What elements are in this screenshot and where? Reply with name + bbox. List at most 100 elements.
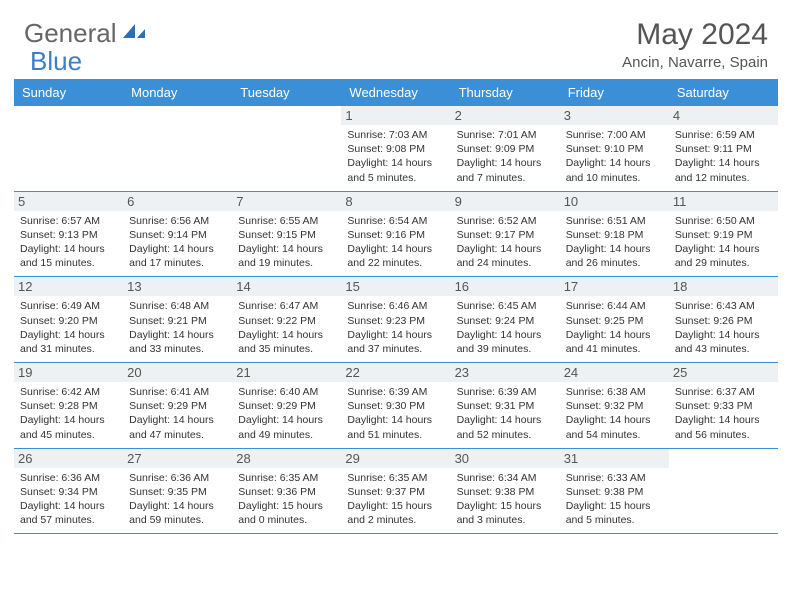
day-cell xyxy=(669,449,778,534)
day-number: 13 xyxy=(123,277,232,296)
day-cell: 18Sunrise: 6:43 AMSunset: 9:26 PMDayligh… xyxy=(669,277,778,362)
day-number: 6 xyxy=(123,192,232,211)
day-cell: 11 Sunrise: 6:50 AMSunset: 9:19 PMDayligh… xyxy=(669,192,778,277)
day-info: Sunrise: 6:34 AMSunset: 9:38 PMDaylight:… xyxy=(457,471,554,528)
day-cell: 13 Sunrise: 6:48 AMSunset: 9:21 PMDayligh… xyxy=(123,277,232,362)
day-number: 5 xyxy=(14,192,123,211)
day-number: 18 xyxy=(669,277,778,296)
day-number: 10 xyxy=(560,192,669,211)
day-info: Sunrise: 6:39 AMSunset: 9:31 PMDaylight:… xyxy=(457,385,554,442)
day-number: 31 xyxy=(560,449,669,468)
day-info: Sunrise: 6:57 AMSunset: 9:13 PMDaylight:… xyxy=(20,214,117,271)
week-row: 1 Sunrise: 7:03 AMSunset: 9:08 PMDaylight… xyxy=(14,106,778,192)
day-cell xyxy=(123,106,232,191)
day-cell: 7Sunrise: 6:55 AMSunset: 9:15 PMDaylight… xyxy=(232,192,341,277)
day-number: 19 xyxy=(14,363,123,382)
day-header: Friday xyxy=(560,79,669,106)
day-info: Sunrise: 6:41 AMSunset: 9:29 PMDaylight:… xyxy=(129,385,226,442)
location: Ancin, Navarre, Spain xyxy=(622,54,768,71)
header: General May 2024 Ancin, Navarre, Spain xyxy=(0,0,792,79)
week-row: 26Sunrise: 6:36 AMSunset: 9:34 PMDayligh… xyxy=(14,449,778,535)
day-info: Sunrise: 6:46 AMSunset: 9:23 PMDaylight:… xyxy=(347,299,444,356)
day-info: Sunrise: 6:33 AMSunset: 9:38 PMDaylight:… xyxy=(566,471,663,528)
day-number: 16 xyxy=(451,277,560,296)
day-info: Sunrise: 6:38 AMSunset: 9:32 PMDaylight:… xyxy=(566,385,663,442)
logo-text-1: General xyxy=(24,18,117,49)
day-cell: 9Sunrise: 6:52 AMSunset: 9:17 PMDaylight… xyxy=(451,192,560,277)
day-header: Monday xyxy=(123,79,232,106)
day-cell: 31 Sunrise: 6:33 AMSunset: 9:38 PMDayligh… xyxy=(560,449,669,534)
day-cell: 12Sunrise: 6:49 AMSunset: 9:20 PMDayligh… xyxy=(14,277,123,362)
day-header: Wednesday xyxy=(341,79,450,106)
day-cell: 29Sunrise: 6:35 AMSunset: 9:37 PMDayligh… xyxy=(341,449,450,534)
day-info: Sunrise: 6:39 AMSunset: 9:30 PMDaylight:… xyxy=(347,385,444,442)
day-number: 8 xyxy=(341,192,450,211)
day-number: 17 xyxy=(560,277,669,296)
day-number: 25 xyxy=(669,363,778,382)
calendar: SundayMondayTuesdayWednesdayThursdayFrid… xyxy=(0,79,792,534)
day-number: 12 xyxy=(14,277,123,296)
logo-sail-icon xyxy=(121,22,147,45)
day-info: Sunrise: 6:48 AMSunset: 9:21 PMDaylight:… xyxy=(129,299,226,356)
day-cell: 24 Sunrise: 6:38 AMSunset: 9:32 PMDayligh… xyxy=(560,363,669,448)
week-row: 12Sunrise: 6:49 AMSunset: 9:20 PMDayligh… xyxy=(14,277,778,363)
day-number: 28 xyxy=(232,449,341,468)
title-block: May 2024 Ancin, Navarre, Spain xyxy=(622,18,768,71)
day-info: Sunrise: 6:45 AMSunset: 9:24 PMDaylight:… xyxy=(457,299,554,356)
day-info: Sunrise: 6:50 AMSunset: 9:19 PMDaylight:… xyxy=(675,214,772,271)
day-cell: 1 Sunrise: 7:03 AMSunset: 9:08 PMDaylight… xyxy=(341,106,450,191)
day-number: 14 xyxy=(232,277,341,296)
day-cell: 25Sunrise: 6:37 AMSunset: 9:33 PMDayligh… xyxy=(669,363,778,448)
weeks-container: 1 Sunrise: 7:03 AMSunset: 9:08 PMDaylight… xyxy=(14,106,778,534)
day-number: 2 xyxy=(451,106,560,125)
week-row: 19 Sunrise: 6:42 AMSunset: 9:28 PMDayligh… xyxy=(14,363,778,449)
day-cell xyxy=(14,106,123,191)
day-number: 11 xyxy=(669,192,778,211)
day-info: Sunrise: 6:51 AMSunset: 9:18 PMDaylight:… xyxy=(566,214,663,271)
logo: General xyxy=(24,18,151,49)
day-header: Tuesday xyxy=(232,79,341,106)
day-cell: 23 Sunrise: 6:39 AMSunset: 9:31 PMDayligh… xyxy=(451,363,560,448)
day-info: Sunrise: 6:44 AMSunset: 9:25 PMDaylight:… xyxy=(566,299,663,356)
day-number: 24 xyxy=(560,363,669,382)
day-number: 23 xyxy=(451,363,560,382)
day-number: 22 xyxy=(341,363,450,382)
day-cell: 4Sunrise: 6:59 AMSunset: 9:11 PMDaylight… xyxy=(669,106,778,191)
day-cell: 6Sunrise: 6:56 AMSunset: 9:14 PMDaylight… xyxy=(123,192,232,277)
day-info: Sunrise: 6:42 AMSunset: 9:28 PMDaylight:… xyxy=(20,385,117,442)
day-info: Sunrise: 6:47 AMSunset: 9:22 PMDaylight:… xyxy=(238,299,335,356)
day-info: Sunrise: 6:35 AMSunset: 9:36 PMDaylight:… xyxy=(238,471,335,528)
day-number: 3 xyxy=(560,106,669,125)
day-cell: 2 Sunrise: 7:01 AMSunset: 9:09 PMDaylight… xyxy=(451,106,560,191)
day-info: Sunrise: 7:01 AMSunset: 9:09 PMDaylight:… xyxy=(457,128,554,185)
day-number: 1 xyxy=(341,106,450,125)
day-number: 26 xyxy=(14,449,123,468)
day-header: Sunday xyxy=(14,79,123,106)
day-number: 30 xyxy=(451,449,560,468)
day-cell: 28 Sunrise: 6:35 AMSunset: 9:36 PMDayligh… xyxy=(232,449,341,534)
day-cell: 26Sunrise: 6:36 AMSunset: 9:34 PMDayligh… xyxy=(14,449,123,534)
day-cell: 16 Sunrise: 6:45 AMSunset: 9:24 PMDayligh… xyxy=(451,277,560,362)
day-number: 21 xyxy=(232,363,341,382)
day-cell: 21 Sunrise: 6:40 AMSunset: 9:29 PMDayligh… xyxy=(232,363,341,448)
day-cell: 5 Sunrise: 6:57 AMSunset: 9:13 PMDaylight… xyxy=(14,192,123,277)
day-info: Sunrise: 7:00 AMSunset: 9:10 PMDaylight:… xyxy=(566,128,663,185)
week-row: 5 Sunrise: 6:57 AMSunset: 9:13 PMDaylight… xyxy=(14,192,778,278)
day-cell: 30 Sunrise: 6:34 AMSunset: 9:38 PMDayligh… xyxy=(451,449,560,534)
day-number: 15 xyxy=(341,277,450,296)
day-cell: 27Sunrise: 6:36 AMSunset: 9:35 PMDayligh… xyxy=(123,449,232,534)
day-info: Sunrise: 6:35 AMSunset: 9:37 PMDaylight:… xyxy=(347,471,444,528)
day-info: Sunrise: 6:40 AMSunset: 9:29 PMDaylight:… xyxy=(238,385,335,442)
day-cell: 20Sunrise: 6:41 AMSunset: 9:29 PMDayligh… xyxy=(123,363,232,448)
day-cell: 14 Sunrise: 6:47 AMSunset: 9:22 PMDayligh… xyxy=(232,277,341,362)
day-cell: 8Sunrise: 6:54 AMSunset: 9:16 PMDaylight… xyxy=(341,192,450,277)
day-number: 9 xyxy=(451,192,560,211)
day-header: Thursday xyxy=(451,79,560,106)
day-cell: 17 Sunrise: 6:44 AMSunset: 9:25 PMDayligh… xyxy=(560,277,669,362)
day-info: Sunrise: 7:03 AMSunset: 9:08 PMDaylight:… xyxy=(347,128,444,185)
day-header-row: SundayMondayTuesdayWednesdayThursdayFrid… xyxy=(14,79,778,106)
day-cell: 19 Sunrise: 6:42 AMSunset: 9:28 PMDayligh… xyxy=(14,363,123,448)
day-cell: 22 Sunrise: 6:39 AMSunset: 9:30 PMDayligh… xyxy=(341,363,450,448)
day-info: Sunrise: 6:36 AMSunset: 9:35 PMDaylight:… xyxy=(129,471,226,528)
logo-text-2: Blue xyxy=(30,46,82,77)
